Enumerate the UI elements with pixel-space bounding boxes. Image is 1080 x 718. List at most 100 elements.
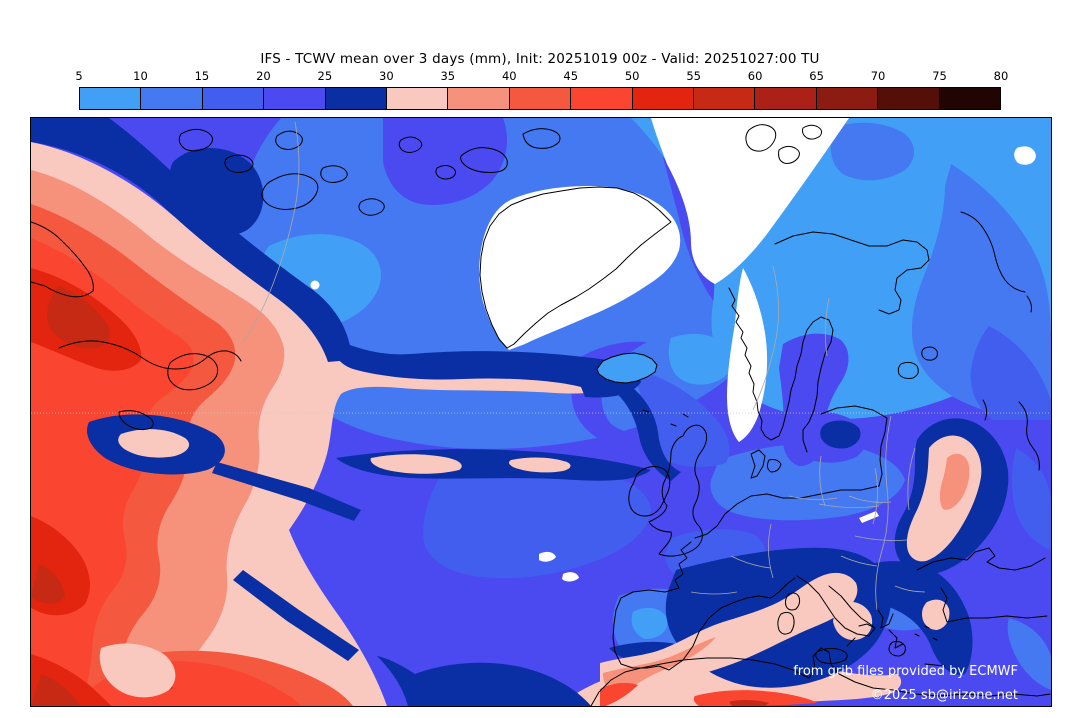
europe-borders-mesh (690, 447, 926, 595)
map-annotations: from grib files provided by ECMWF ©2025 … (793, 664, 1018, 703)
svalbard-10-15mm-patch (830, 122, 914, 181)
colorbar-tick-50: 50 (624, 69, 640, 83)
labrador-coastline (31, 221, 94, 298)
east-europe-15-20mm-patch (1011, 448, 1051, 550)
coastlines (31, 124, 1051, 706)
marmara-levant-navy (854, 561, 973, 675)
colorbar-tick-75: 75 (932, 69, 947, 83)
colorbar-cell-40-45 (509, 88, 572, 109)
navy-blob-northwest (169, 147, 264, 237)
morocco-italy-pink-band (600, 572, 858, 706)
colorbar-cell-55-60 (694, 88, 756, 109)
turkey-coastline (940, 587, 1048, 623)
white-spot-mid-atlantic-2 (562, 572, 579, 582)
colorbar-tick-45: 45 (563, 69, 579, 83)
colorbar-cell-20-25 (264, 88, 326, 109)
france-iberia-coastline (612, 541, 796, 671)
colorbar-tick-80: 80 (993, 69, 1009, 83)
snout-tip-swirl-navy (613, 380, 681, 481)
country-borders (242, 121, 926, 611)
kola-coastline (774, 231, 930, 315)
frontal-boundary-band (31, 118, 350, 362)
north-africa-coastline (590, 647, 1051, 706)
iceland-coastline (596, 352, 658, 384)
snout-top-navy-band (331, 338, 641, 398)
swirl-pink-hole (118, 429, 190, 458)
colorbar-tick-labels: 5 10 15 20 25 30 35 40 45 50 55 60 65 70 75 80 (75, 67, 1008, 83)
colorbar (79, 87, 1001, 110)
black-sea-coastline (916, 547, 1046, 571)
colorbar-tick-10: 10 (133, 69, 148, 83)
colorbar-cell-45-50 (571, 88, 633, 109)
top-center-20-25mm-patch (383, 118, 507, 206)
core-55-60mm-1 (47, 286, 110, 349)
colorbar-cell-75-80 (939, 88, 1001, 109)
nova-scotia-coastline (118, 410, 154, 431)
st-lawrence-coastline (58, 340, 242, 370)
mid-atlantic-15-20mm-patch (423, 464, 651, 579)
italy-coastline (796, 575, 876, 647)
colorbar-cell-35-40 (448, 88, 510, 109)
colorbar-cell-30-35 (387, 88, 449, 109)
greenland-ice-white (479, 186, 681, 350)
filament-pink-lens-2 (508, 457, 571, 473)
norway-sweden-border (752, 265, 779, 411)
russia-west-border (875, 415, 892, 611)
carpathians-white-sliver (859, 511, 879, 523)
iberia-5-10mm-fleck (631, 607, 668, 639)
colorbar-tick-35: 35 (440, 69, 456, 83)
core-55-60mm-3 (31, 674, 81, 706)
right-edge-15-20mm-wedge (970, 326, 1051, 420)
filament-pink-lens-1 (370, 454, 462, 474)
faroe-shetland-coastline (642, 409, 689, 427)
colorbar-cell-50-55 (632, 88, 695, 109)
great-britain-coastline (648, 424, 708, 557)
colorbar-tick-15: 15 (194, 69, 210, 83)
corsica-coastline (784, 592, 801, 611)
canadian-arctic-islands-coastline (178, 128, 561, 216)
attribution-line-1: from grib files provided by ECMWF (793, 664, 1018, 679)
bottom-arc-navy (377, 656, 591, 706)
pale-30-35mm-pocket (99, 643, 176, 698)
colorbar-tick-55: 55 (686, 69, 701, 83)
greenland-coastline (479, 186, 672, 349)
white-dot-davis-strait (310, 280, 320, 290)
greece-coastline (876, 607, 946, 667)
colorbar-cell-25-30 (325, 88, 388, 109)
colorbar-cell-65-70 (816, 88, 879, 109)
italy-heel-pink-lobe (833, 601, 873, 641)
warm-cores-over-navy (118, 429, 982, 706)
swirl-filament-2 (233, 570, 359, 661)
snout-east-15-20mm-wedge (633, 368, 730, 467)
russia-lakes-coastline (897, 346, 1040, 471)
core-55-60mm-2 (31, 564, 65, 604)
novaya-zemlya-coastline (960, 211, 1032, 313)
iceland-ne-5-10mm-pocket (668, 333, 732, 385)
quebec-labrador-border (242, 121, 300, 343)
swirl-filament-1 (212, 462, 361, 521)
ireland-coastline (628, 466, 671, 517)
colorbar-cell-15-20 (202, 88, 265, 109)
colorbar-tick-20: 20 (256, 69, 271, 83)
sicily-coastline (815, 647, 848, 665)
svalbard-coastline (745, 124, 823, 164)
white-blob-northeast (1014, 146, 1036, 165)
colorbar-tick-5: 5 (75, 69, 83, 83)
contour-map: from grib files provided by ECMWF ©2025 … (31, 118, 1051, 706)
blacksea-band-salmon-core (939, 453, 970, 510)
colorbar-tick-60: 60 (747, 69, 763, 83)
attribution-line-2: ©2025 sb@irizone.net (871, 688, 1018, 703)
page-title: IFS - TCWV mean over 3 days (mm), Init: … (260, 51, 820, 67)
africa-red-core (693, 690, 817, 706)
denmark-coastline (750, 449, 782, 479)
colorbar-cell-10-15 (141, 88, 203, 109)
west-europe-10-15mm-band (710, 443, 905, 521)
baltic-coastline (694, 405, 888, 539)
sardinia-coastline (777, 611, 795, 635)
map-frame: from grib files provided by ECMWF ©2025 … (30, 117, 1052, 707)
anatolia-pink-oval (922, 599, 950, 630)
colorbar-cell-70-75 (878, 88, 940, 109)
white-spot-mid-atlantic-1 (539, 551, 556, 562)
levant-10-15mm-sliver (1007, 618, 1051, 690)
